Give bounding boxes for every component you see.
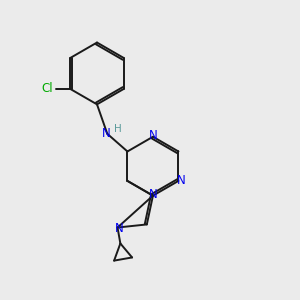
Text: H: H — [114, 124, 122, 134]
Text: N: N — [176, 174, 185, 188]
Text: N: N — [101, 127, 110, 140]
Text: N: N — [115, 223, 123, 236]
Text: Cl: Cl — [41, 82, 52, 95]
Text: N: N — [148, 188, 157, 201]
Text: N: N — [148, 129, 157, 142]
